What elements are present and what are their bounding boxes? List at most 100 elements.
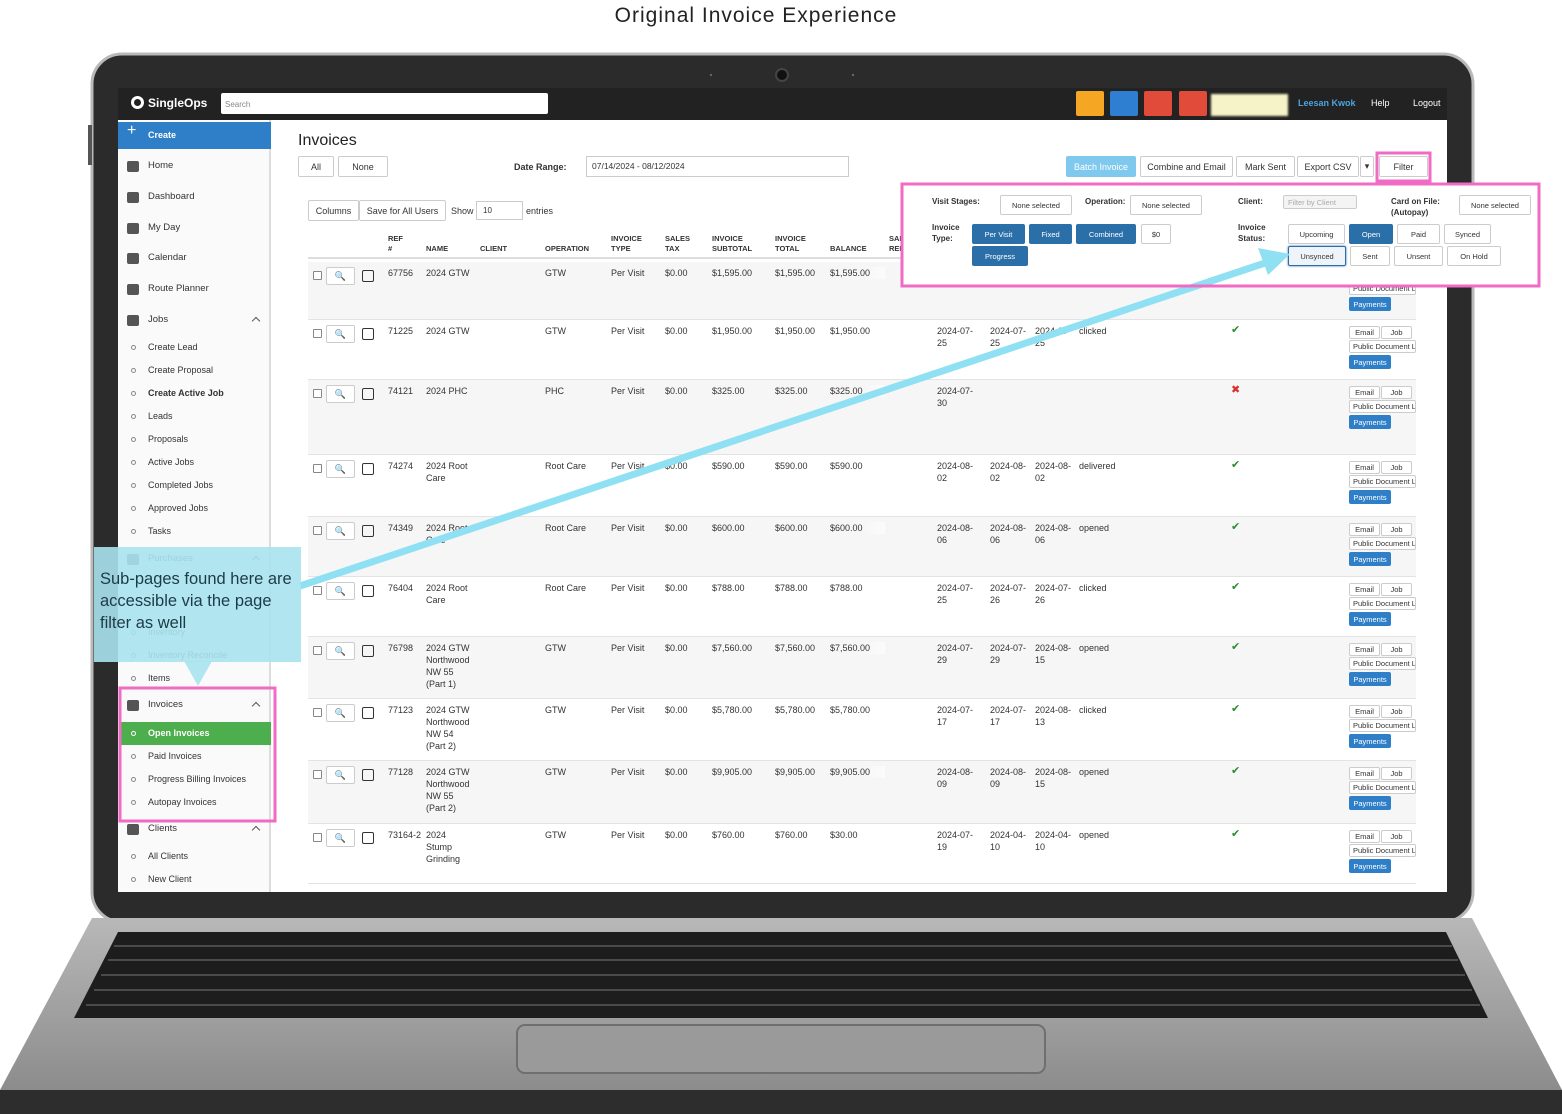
- toolbar-icon[interactable]: [1144, 91, 1172, 116]
- row-checkbox[interactable]: [313, 526, 322, 535]
- view-button[interactable]: 🔍: [326, 522, 355, 540]
- action-button[interactable]: Combine and Email: [1140, 156, 1233, 177]
- filter-dropdown[interactable]: None selected: [1000, 195, 1072, 215]
- row-checkbox[interactable]: [313, 389, 322, 398]
- nav-subitem[interactable]: New Client: [148, 874, 192, 884]
- row-action[interactable]: Public Document L: [1349, 844, 1416, 857]
- nav-subitem[interactable]: Completed Jobs: [148, 480, 214, 490]
- nav-item[interactable]: Dashboard: [148, 191, 195, 202]
- row-action[interactable]: Email: [1349, 523, 1380, 536]
- columns-button[interactable]: Columns: [308, 200, 359, 221]
- row-checkbox[interactable]: [313, 770, 322, 779]
- view-button[interactable]: 🔍: [326, 325, 355, 343]
- toolbar-icon[interactable]: [1110, 91, 1138, 116]
- row-action[interactable]: Public Document L: [1349, 781, 1416, 794]
- row-action[interactable]: Public Document L: [1349, 537, 1416, 550]
- create-button[interactable]: [118, 122, 271, 149]
- payments-button[interactable]: Payments: [1349, 734, 1391, 748]
- nav-subitem[interactable]: Progress Billing Invoices: [148, 774, 247, 784]
- row-action[interactable]: Email: [1349, 705, 1380, 718]
- row-action[interactable]: Email: [1349, 583, 1380, 596]
- filter-option[interactable]: Progress: [972, 246, 1028, 266]
- open-icon[interactable]: [362, 832, 374, 844]
- filter-option[interactable]: Sent: [1350, 246, 1390, 266]
- row-action[interactable]: Public Document L: [1349, 400, 1416, 413]
- filter-option[interactable]: On Hold: [1447, 246, 1501, 266]
- row-action[interactable]: Job: [1381, 830, 1412, 843]
- nav-subitem[interactable]: Create Lead: [148, 342, 198, 352]
- filter-dropdown[interactable]: None selected: [1459, 195, 1531, 215]
- row-action[interactable]: Public Document L: [1349, 719, 1416, 732]
- filter-button[interactable]: Filter: [1379, 156, 1428, 177]
- view-button[interactable]: 🔍: [326, 460, 355, 478]
- filter-dropdown[interactable]: None selected: [1130, 195, 1202, 215]
- nav-subitem[interactable]: Create Proposal: [148, 365, 214, 375]
- toolbar-icon[interactable]: [1179, 91, 1207, 116]
- toolbar-icon[interactable]: [1076, 91, 1104, 116]
- filter-option[interactable]: Unsynced: [1288, 246, 1346, 266]
- row-action[interactable]: Email: [1349, 326, 1380, 339]
- payments-button[interactable]: Payments: [1349, 415, 1391, 429]
- help-menu[interactable]: Help: [1371, 98, 1390, 108]
- row-checkbox[interactable]: [313, 646, 322, 655]
- row-action[interactable]: Public Document L: [1349, 340, 1416, 353]
- row-action[interactable]: Job: [1381, 583, 1412, 596]
- view-button[interactable]: 🔍: [326, 642, 355, 660]
- filter-option[interactable]: Per Visit: [972, 224, 1025, 244]
- view-button[interactable]: 🔍: [326, 704, 355, 722]
- view-button[interactable]: 🔍: [326, 582, 355, 600]
- row-action[interactable]: Email: [1349, 830, 1380, 843]
- view-button[interactable]: 🔍: [326, 829, 355, 847]
- nav-subitem[interactable]: Open Invoices: [148, 728, 210, 738]
- payments-button[interactable]: Payments: [1349, 859, 1391, 873]
- filter-dropdown[interactable]: Filter by Client: [1283, 195, 1357, 209]
- nav-subitem[interactable]: Create Active Job: [148, 388, 224, 398]
- action-button[interactable]: Export CSV: [1297, 156, 1359, 177]
- row-checkbox[interactable]: [313, 464, 322, 473]
- row-action[interactable]: Email: [1349, 386, 1380, 399]
- row-action[interactable]: Job: [1381, 461, 1412, 474]
- save-all-button[interactable]: Save for All Users: [359, 200, 446, 221]
- select-none[interactable]: None: [338, 156, 388, 177]
- dropdown-caret[interactable]: ▾: [1360, 156, 1374, 177]
- open-icon[interactable]: [362, 769, 374, 781]
- view-button[interactable]: 🔍: [326, 766, 355, 784]
- payments-button[interactable]: Payments: [1349, 552, 1391, 566]
- payments-button[interactable]: Payments: [1349, 355, 1391, 369]
- payments-button[interactable]: Payments: [1349, 796, 1391, 810]
- payments-button[interactable]: Payments: [1349, 612, 1391, 626]
- view-button[interactable]: 🔍: [326, 385, 355, 403]
- row-checkbox[interactable]: [313, 271, 322, 280]
- row-action[interactable]: Job: [1381, 767, 1412, 780]
- date-range-input[interactable]: 07/14/2024 - 08/12/2024: [586, 156, 849, 177]
- nav-item[interactable]: Route Planner: [148, 283, 209, 294]
- action-button[interactable]: Mark Sent: [1236, 156, 1295, 177]
- open-icon[interactable]: [362, 328, 374, 340]
- row-checkbox[interactable]: [313, 708, 322, 717]
- nav-subitem[interactable]: Approved Jobs: [148, 503, 209, 513]
- action-button[interactable]: Batch Invoice: [1066, 156, 1136, 177]
- create-label[interactable]: Create: [148, 130, 177, 140]
- row-action[interactable]: Public Document L: [1349, 597, 1416, 610]
- nav-subitem[interactable]: Items: [148, 673, 171, 683]
- nav-subitem[interactable]: Tasks: [148, 526, 172, 536]
- row-action[interactable]: Job: [1381, 523, 1412, 536]
- open-icon[interactable]: [362, 388, 374, 400]
- user-name[interactable]: Leesan Kwok: [1298, 98, 1356, 108]
- nav-item[interactable]: My Day: [148, 222, 181, 233]
- filter-option[interactable]: Fixed: [1029, 224, 1072, 244]
- nav-item[interactable]: Home: [148, 160, 174, 171]
- payments-button[interactable]: Payments: [1349, 672, 1391, 686]
- nav-item[interactable]: Invoices: [148, 699, 183, 710]
- nav-item[interactable]: Calendar: [148, 252, 187, 263]
- select-all[interactable]: All: [298, 156, 334, 177]
- row-checkbox[interactable]: [313, 586, 322, 595]
- filter-option[interactable]: Combined: [1076, 224, 1136, 244]
- nav-item[interactable]: Jobs: [148, 314, 169, 325]
- payments-button[interactable]: Payments: [1349, 490, 1391, 504]
- nav-subitem[interactable]: Proposals: [148, 434, 189, 444]
- row-action[interactable]: Job: [1381, 705, 1412, 718]
- view-button[interactable]: 🔍: [326, 267, 355, 285]
- open-icon[interactable]: [362, 585, 374, 597]
- row-action[interactable]: Public Document L: [1349, 475, 1416, 488]
